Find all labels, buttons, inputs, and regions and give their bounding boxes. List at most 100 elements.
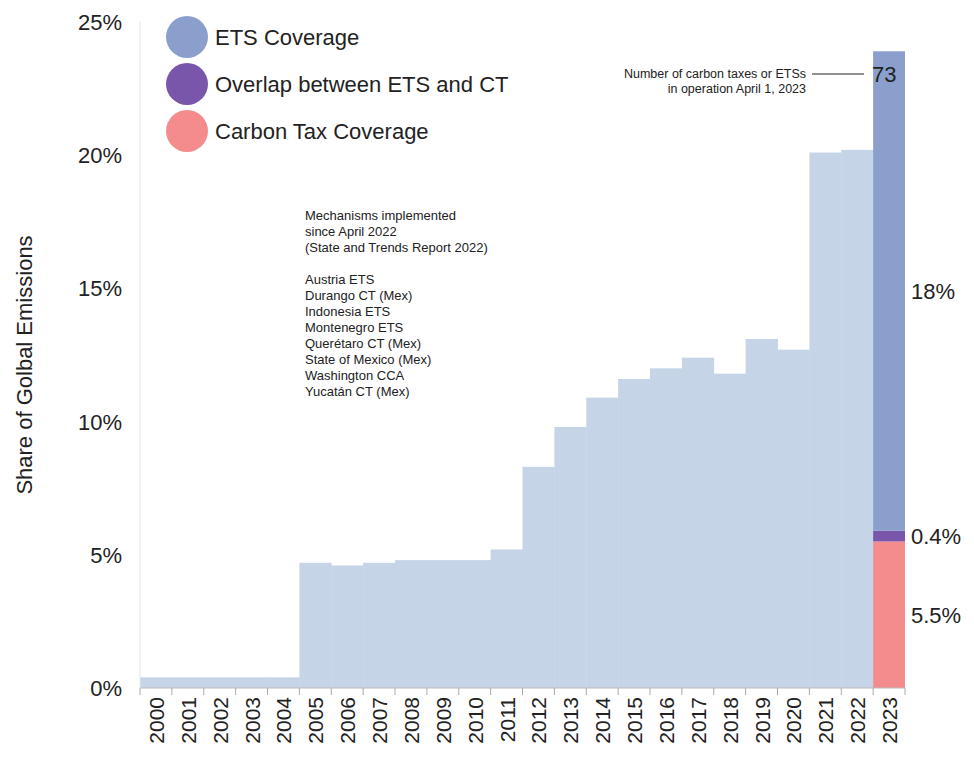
x-tick: [650, 688, 651, 695]
y-tick-label: 15%: [78, 276, 122, 301]
x-tick-label: 2003: [241, 697, 264, 744]
x-tick: [171, 688, 172, 695]
x-tick: [713, 688, 714, 695]
legend-swatch: [166, 110, 208, 152]
note-title: (State and Trends Report 2022): [305, 240, 488, 255]
x-tick: [681, 688, 682, 695]
note-item: Indonesia ETS: [305, 304, 391, 319]
bar: [427, 560, 459, 688]
x-tick-label: 2010: [464, 697, 487, 744]
bar: [331, 565, 363, 688]
note-title: Mechanisms implemented: [305, 208, 456, 223]
x-tick-label: 2014: [591, 697, 614, 744]
x-tick: [586, 688, 587, 695]
x-tick: [841, 688, 842, 695]
x-tick-label: 2013: [559, 697, 582, 744]
x-tick-label: 2000: [145, 697, 168, 744]
data-label: 5.5%: [911, 603, 961, 628]
legend-label: Overlap between ETS and CT: [215, 72, 508, 97]
chart: 0%5%10%15%20%25%Share of Golbal Emission…: [0, 0, 974, 775]
x-tick: [873, 688, 874, 695]
y-axis-title: Share of Golbal Emissions: [12, 235, 37, 494]
bar: [204, 677, 236, 688]
x-tick-label: 2007: [368, 697, 391, 744]
x-tick-label: 2006: [336, 697, 359, 744]
x-tick: [618, 688, 619, 695]
x-tick: [426, 688, 427, 695]
annotation-value: 73: [872, 62, 896, 87]
note-item: Montenegro ETS: [305, 320, 404, 335]
x-tick: [203, 688, 204, 695]
note-title: since April 2022: [305, 224, 397, 239]
y-tick-label: 0%: [90, 676, 122, 701]
legend-label: Carbon Tax Coverage: [215, 119, 429, 144]
bar: [140, 677, 172, 688]
note-item: Yucatán CT (Mex): [305, 384, 410, 399]
x-tick-label: 2002: [209, 697, 232, 744]
y-tick-label: 20%: [78, 143, 122, 168]
data-label: 18%: [911, 279, 955, 304]
bar: [395, 560, 427, 688]
x-tick-label: 2005: [304, 697, 327, 744]
bar: [809, 153, 841, 688]
bar: [586, 398, 618, 688]
x-tick-label: 2016: [655, 697, 678, 744]
x-tick: [267, 688, 268, 695]
bar: [873, 531, 905, 542]
bar: [746, 339, 778, 688]
bar: [714, 374, 746, 688]
bar: [363, 563, 395, 688]
x-tick: [363, 688, 364, 695]
bar: [459, 560, 491, 688]
x-tick: [905, 688, 906, 695]
note-item: Querétaro CT (Mex): [305, 336, 421, 351]
x-tick: [490, 688, 491, 695]
bar: [172, 677, 204, 688]
x-tick-label: 2020: [782, 697, 805, 744]
bar: [299, 563, 331, 688]
bars: [140, 51, 905, 688]
x-tick-label: 2022: [846, 697, 869, 744]
x-tick-label: 2009: [432, 697, 455, 744]
note-item: Durango CT (Mex): [305, 288, 412, 303]
x-tick: [745, 688, 746, 695]
bar: [523, 467, 555, 688]
x-tick-label: 2008: [400, 697, 423, 744]
x-tick-label: 2015: [623, 697, 646, 744]
note-item: Austria ETS: [305, 272, 375, 287]
x-tick: [331, 688, 332, 695]
x-tick-label: 2001: [177, 697, 200, 744]
note-item: State of Mexico (Mex): [305, 352, 431, 367]
bar: [778, 350, 810, 688]
x-tick: [140, 688, 141, 695]
x-tick: [458, 688, 459, 695]
x-tick-label: 2011: [496, 697, 519, 742]
note-item: Washington CCA: [305, 368, 405, 383]
bar: [682, 358, 714, 688]
data-label: 0.4%: [911, 524, 961, 549]
bar: [841, 150, 873, 688]
x-tick: [777, 688, 778, 695]
x-tick-label: 2019: [751, 697, 774, 744]
x-tick: [299, 688, 300, 695]
x-tick: [235, 688, 236, 695]
x-tick: [809, 688, 810, 695]
bar: [236, 677, 268, 688]
bar: [554, 427, 586, 688]
bar: [873, 541, 905, 688]
x-tick: [554, 688, 555, 695]
x-tick-label: 2023: [878, 697, 901, 744]
annotation-text: in operation April 1, 2023: [668, 82, 806, 96]
y-axis-line: [140, 22, 141, 688]
legend-swatch: [166, 16, 208, 58]
bar: [618, 379, 650, 688]
x-tick: [395, 688, 396, 695]
x-tick-label: 2012: [527, 697, 550, 744]
x-tick-label: 2004: [272, 697, 295, 744]
legend-swatch: [166, 63, 208, 105]
x-tick-label: 2017: [687, 697, 710, 744]
x-tick: [522, 688, 523, 695]
y-tick-label: 5%: [90, 543, 122, 568]
bar: [268, 677, 300, 688]
annotation-text: Number of carbon taxes or ETSs: [624, 67, 806, 81]
